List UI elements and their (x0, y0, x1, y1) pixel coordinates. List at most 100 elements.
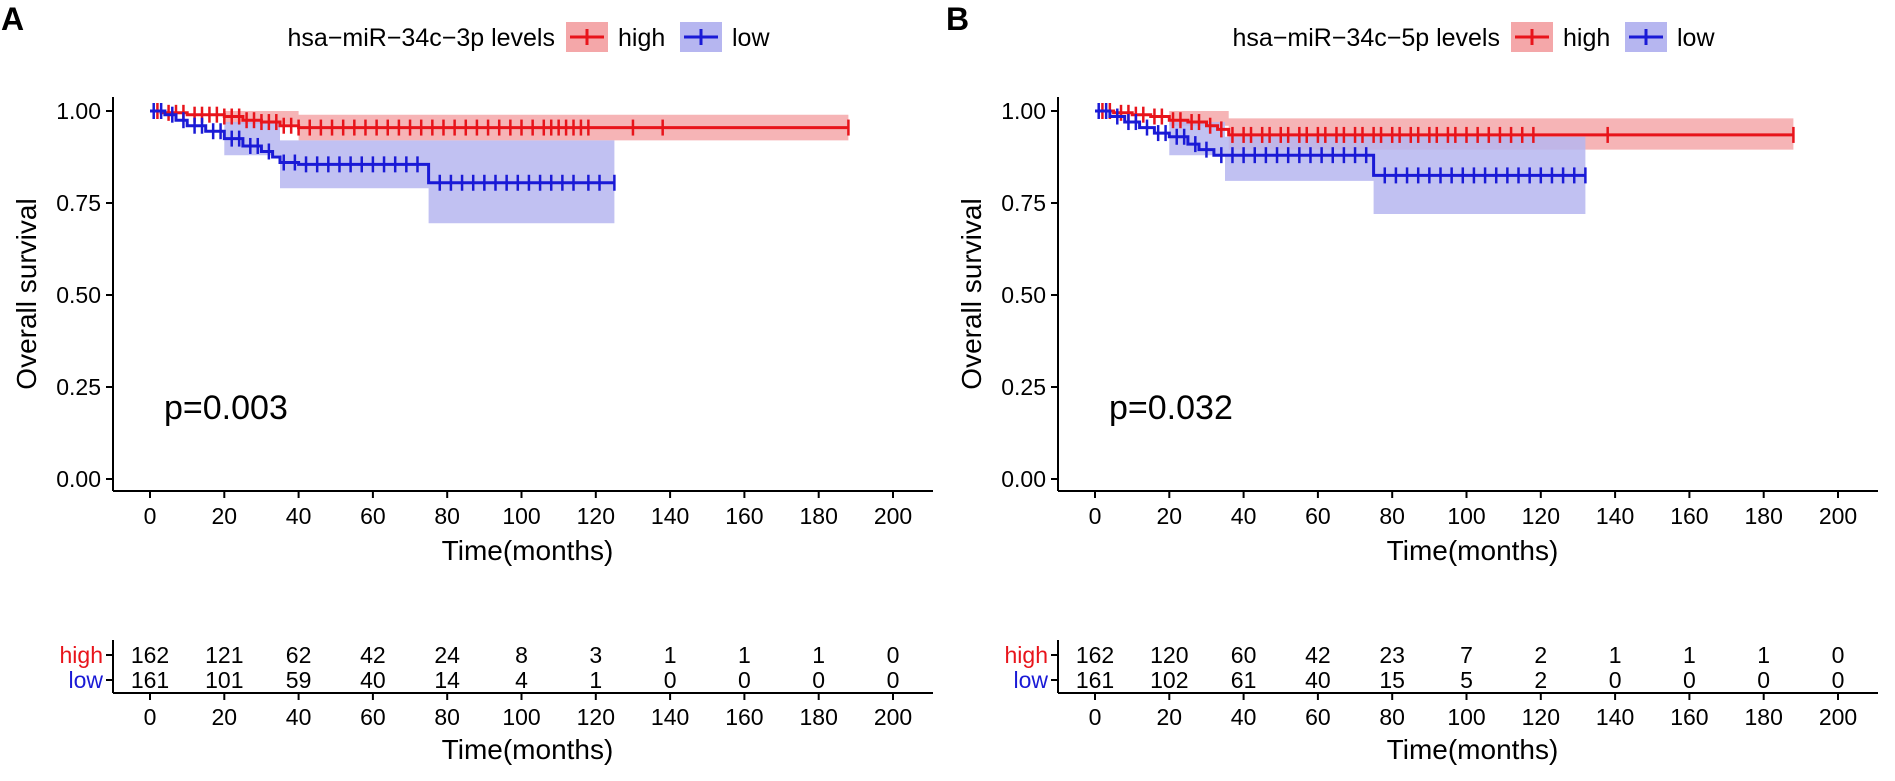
ci-band-low (150, 111, 615, 224)
risk-table-cell: 2 (1534, 642, 1547, 668)
risk-table-cell: 15 (1379, 667, 1405, 693)
x-tick-label: 0 (144, 503, 157, 529)
risk-table-cell: 162 (1076, 642, 1114, 668)
risk-table-cell: 14 (434, 667, 460, 693)
y-tick-label: 0.25 (1001, 374, 1046, 400)
risk-table-cell: 1 (738, 642, 751, 668)
risk-table-cell: 0 (1832, 667, 1845, 693)
x-tick-label: 180 (1745, 503, 1783, 529)
risk-table-x-tick-label: 20 (1157, 704, 1183, 730)
x-tick-label: 140 (1596, 503, 1634, 529)
risk-table-cell: 121 (205, 642, 243, 668)
p-value: p=0.003 (164, 389, 288, 427)
legend: hsa−miR−34c−3p levels high low (287, 22, 770, 52)
risk-table-cell: 1 (1609, 642, 1622, 668)
risk-table-cell: 1 (1757, 642, 1770, 668)
x-tick-label: 140 (651, 503, 689, 529)
x-tick-label: 20 (1157, 503, 1183, 529)
y-tick-label: 0.50 (1001, 282, 1046, 308)
p-value: p=0.032 (1109, 389, 1233, 427)
risk-table-cell: 0 (887, 642, 900, 668)
risk-table-cell: 42 (360, 642, 386, 668)
risk-table-x-tick-label: 200 (1819, 704, 1857, 730)
risk-table-cell: 59 (286, 667, 312, 693)
x-axis-label: Time(months) (1387, 535, 1559, 566)
x-tick-label: 180 (800, 503, 838, 529)
risk-table-x-tick-label: 60 (360, 704, 386, 730)
y-axis-label: Overall survival (11, 198, 42, 389)
x-axis-label: Time(months) (442, 535, 614, 566)
risk-table-x-tick-label: 180 (1745, 704, 1783, 730)
risk-table-cell: 4 (515, 667, 528, 693)
risk-table-cell: 0 (887, 667, 900, 693)
risk-table-cell: 1 (1683, 642, 1696, 668)
legend-item-high: high (566, 22, 665, 52)
risk-table-cell: 0 (738, 667, 751, 693)
risk-table-cell: 42 (1305, 642, 1331, 668)
risk-table-x-tick-label: 80 (1379, 704, 1405, 730)
risk-table-x-tick-label: 40 (286, 704, 312, 730)
risk-table-row-label-low: low (1013, 667, 1048, 693)
risk-table-x-axis-label: Time(months) (442, 734, 614, 765)
survival-curve-low (1095, 109, 1586, 177)
legend-label-high: high (618, 24, 665, 52)
x-tick-label: 0 (1089, 503, 1102, 529)
legend-label-high: high (1563, 24, 1610, 52)
risk-table-cell: 24 (434, 642, 460, 668)
legend-title: hsa−miR−34c−5p levels (1232, 24, 1500, 52)
risk-table-cell: 60 (1231, 642, 1257, 668)
risk-table-cell: 3 (589, 642, 602, 668)
risk-table-x-axis-label: Time(months) (1387, 734, 1559, 765)
risk-table-x-tick-label: 20 (212, 704, 238, 730)
panel-label: A (1, 1, 24, 37)
legend-item-low: low (1625, 22, 1715, 52)
x-tick-label: 60 (1305, 503, 1331, 529)
x-tick-label: 200 (874, 503, 912, 529)
risk-table-x-tick-label: 100 (1447, 704, 1485, 730)
risk-table-cell: 5 (1460, 667, 1473, 693)
risk-table-y-axis-label: hsa−miR−34c−5p levels (956, 500, 987, 781)
ci-band-low (1095, 111, 1586, 214)
x-tick-label: 120 (577, 503, 615, 529)
risk-table-x-tick-label: 0 (1089, 704, 1102, 730)
risk-table-cell: 101 (205, 667, 243, 693)
y-tick-label: 0.00 (1001, 466, 1046, 492)
y-tick-label: 0.50 (56, 282, 101, 308)
risk-table-cell: 162 (131, 642, 169, 668)
y-tick-label: 1.00 (1001, 98, 1046, 124)
legend: hsa−miR−34c−5p levels high low (1232, 22, 1715, 52)
risk-table-x-tick-label: 140 (651, 704, 689, 730)
risk-table-row-label-high: high (60, 642, 103, 668)
x-tick-label: 60 (360, 503, 386, 529)
risk-table-cell: 1 (812, 642, 825, 668)
risk-table-cell: 1 (589, 667, 602, 693)
y-tick-label: 0.00 (56, 466, 101, 492)
risk-table-x-tick-label: 140 (1596, 704, 1634, 730)
risk-table-x-tick-label: 200 (874, 704, 912, 730)
risk-table-cell: 0 (1757, 667, 1770, 693)
x-tick-label: 200 (1819, 503, 1857, 529)
risk-table-x-tick-label: 120 (1522, 704, 1560, 730)
risk-table-x-tick-label: 120 (577, 704, 615, 730)
risk-table-cell: 7 (1460, 642, 1473, 668)
risk-table-cell: 61 (1231, 667, 1257, 693)
risk-table-cell: 62 (286, 642, 312, 668)
survival-curve-high (150, 109, 849, 130)
risk-table-cell: 1 (664, 642, 677, 668)
y-tick-label: 1.00 (56, 98, 101, 124)
survival-curve-low (150, 109, 615, 185)
risk-table-cell: 0 (664, 667, 677, 693)
risk-table-x-tick-label: 60 (1305, 704, 1331, 730)
risk-table-cell: 0 (1609, 667, 1622, 693)
risk-table-x-tick-label: 160 (1670, 704, 1708, 730)
risk-table-y-axis-label: hsa−miR−34c−3p levels (11, 500, 42, 781)
risk-table-x-tick-label: 160 (725, 704, 763, 730)
risk-table-x-tick-label: 80 (434, 704, 460, 730)
x-tick-label: 160 (725, 503, 763, 529)
risk-table-row-label-high: high (1005, 642, 1048, 668)
y-tick-label: 0.25 (56, 374, 101, 400)
